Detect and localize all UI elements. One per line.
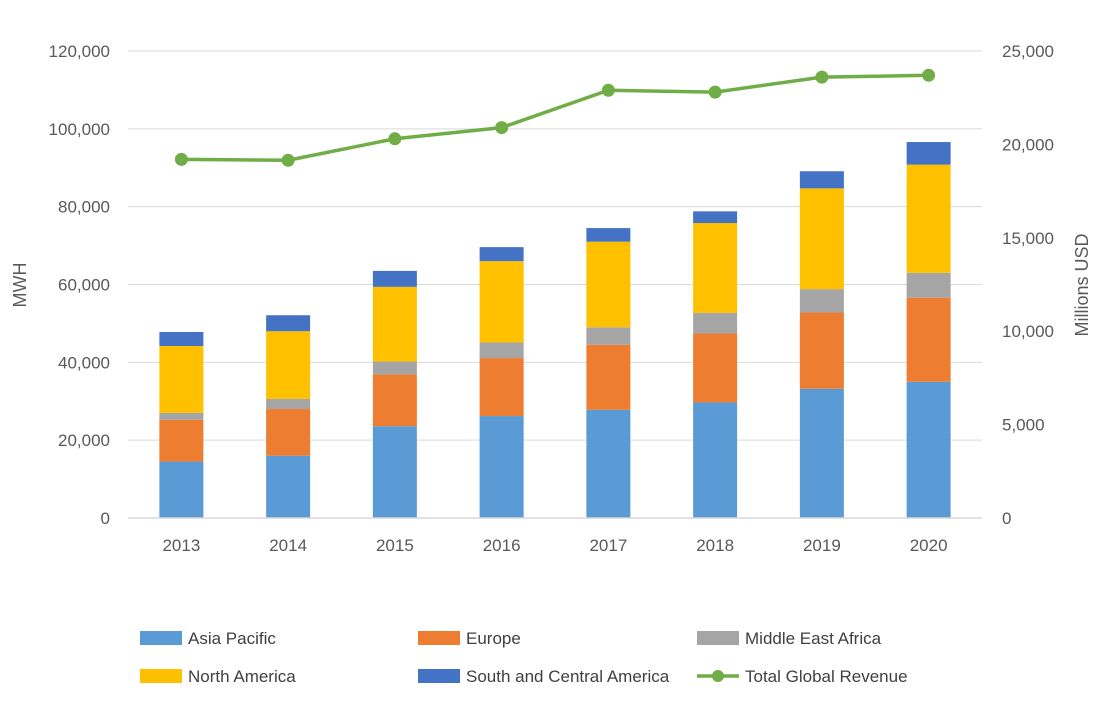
bar-asia-pacific-2018 — [693, 402, 738, 518]
bar-south-and-central-america-2016 — [479, 247, 524, 262]
point-total-global-revenue-2014 — [281, 153, 295, 167]
point-total-global-revenue-2015 — [388, 132, 402, 146]
legend-label-middle-east-africa: Middle East Africa — [745, 629, 882, 648]
bar-europe-2020 — [906, 297, 951, 382]
point-total-global-revenue-2017 — [601, 83, 615, 97]
y-right-axis-title: Millions USD — [1072, 233, 1092, 336]
bar-middle-east-africa-2015 — [372, 361, 417, 375]
legend-swatch-middle-east-africa — [697, 631, 739, 645]
x-tick-labels: 2013 2014 2015 2016 2017 2018 2019 2020 — [162, 536, 947, 555]
y-right-tick-label: 0 — [1002, 509, 1011, 528]
bar-middle-east-africa-2013 — [159, 412, 204, 420]
bar-middle-east-africa-2017 — [586, 327, 631, 345]
legend-swatch-asia-pacific — [140, 631, 182, 645]
x-tick-label: 2016 — [483, 536, 521, 555]
legend: Asia Pacific Europe Middle East Africa Nort… — [140, 629, 908, 686]
y-left-tick-label: 80,000 — [58, 198, 110, 217]
y-left-tick-label: 0 — [101, 509, 110, 528]
bar-north-america-2014 — [266, 331, 311, 399]
bars — [159, 142, 951, 518]
bar-asia-pacific-2013 — [159, 461, 204, 518]
bar-europe-2017 — [586, 344, 631, 410]
point-total-global-revenue-2018 — [708, 85, 722, 99]
bar-asia-pacific-2014 — [266, 455, 311, 518]
x-tick-label: 2014 — [269, 536, 307, 555]
bar-asia-pacific-2016 — [479, 416, 524, 518]
bar-middle-east-africa-2014 — [266, 398, 311, 410]
bar-asia-pacific-2020 — [906, 381, 951, 518]
point-total-global-revenue-2013 — [174, 152, 188, 166]
y-left-tick-label: 60,000 — [58, 276, 110, 295]
bar-north-america-2015 — [372, 286, 417, 362]
y-left-tick-label: 100,000 — [49, 120, 110, 139]
y-right-tick-label: 25,000 — [1002, 42, 1054, 61]
bar-europe-2016 — [479, 358, 524, 417]
bar-middle-east-africa-2018 — [693, 312, 738, 334]
y-left-tick-label: 120,000 — [49, 42, 110, 61]
x-tick-label: 2018 — [696, 536, 734, 555]
line-total-global-revenue — [181, 73, 929, 163]
legend-label-south-and-central-america: South and Central America — [466, 667, 670, 686]
legend-label-total-global-revenue: Total Global Revenue — [745, 667, 908, 686]
bar-south-and-central-america-2017 — [586, 228, 631, 242]
y-right-tick-label: 5,000 — [1002, 416, 1045, 435]
legend-label-north-america: North America — [188, 667, 296, 686]
revenue-line — [174, 68, 936, 167]
bar-middle-east-africa-2016 — [479, 342, 524, 359]
y-left-tick-label: 40,000 — [58, 353, 110, 372]
y-right-tick-labels: 0 5,000 10,000 15,000 20,000 25,000 — [1002, 42, 1054, 528]
bar-europe-2013 — [159, 419, 204, 462]
bar-europe-2018 — [693, 333, 738, 403]
legend-label-europe: Europe — [466, 629, 521, 648]
bar-north-america-2016 — [479, 261, 524, 343]
y-left-tick-label: 20,000 — [58, 431, 110, 450]
y-right-tick-label: 15,000 — [1002, 229, 1054, 248]
bar-north-america-2018 — [693, 223, 738, 313]
bar-middle-east-africa-2019 — [799, 289, 844, 313]
bar-europe-2014 — [266, 409, 311, 456]
point-total-global-revenue-2016 — [495, 121, 509, 135]
x-tick-label: 2015 — [376, 536, 414, 555]
y-left-axis-title: MWH — [10, 263, 30, 308]
point-total-global-revenue-2020 — [922, 68, 936, 82]
x-tick-label: 2017 — [589, 536, 627, 555]
x-tick-label: 2020 — [910, 536, 948, 555]
legend-swatch-north-america — [140, 669, 182, 683]
bar-north-america-2020 — [906, 164, 951, 273]
bar-south-and-central-america-2020 — [906, 142, 951, 165]
x-tick-label: 2013 — [162, 536, 200, 555]
bar-south-and-central-america-2018 — [693, 211, 738, 224]
bar-asia-pacific-2015 — [372, 426, 417, 518]
bar-south-and-central-america-2014 — [266, 315, 311, 332]
legend-marker-total-global-revenue — [712, 670, 724, 682]
y-left-tick-labels: 0 20,000 40,000 60,000 80,000 100,000 120,000 — [49, 42, 110, 528]
legend-label-asia-pacific: Asia Pacific — [188, 629, 276, 648]
bar-middle-east-africa-2020 — [906, 272, 951, 298]
x-tick-label: 2019 — [803, 536, 841, 555]
bar-asia-pacific-2019 — [799, 388, 844, 518]
legend-swatch-south-and-central-america — [418, 669, 460, 683]
y-right-tick-label: 10,000 — [1002, 322, 1054, 341]
bar-south-and-central-america-2015 — [372, 270, 417, 287]
bar-south-and-central-america-2019 — [799, 171, 844, 189]
bar-north-america-2017 — [586, 241, 631, 328]
y-right-tick-label: 20,000 — [1002, 135, 1054, 154]
bar-north-america-2019 — [799, 188, 844, 290]
bar-north-america-2013 — [159, 345, 204, 413]
legend-swatch-europe — [418, 631, 460, 645]
bar-europe-2015 — [372, 374, 417, 427]
bar-asia-pacific-2017 — [586, 409, 631, 518]
point-total-global-revenue-2019 — [815, 70, 829, 84]
bar-south-and-central-america-2013 — [159, 331, 204, 346]
bar-europe-2019 — [799, 312, 844, 389]
